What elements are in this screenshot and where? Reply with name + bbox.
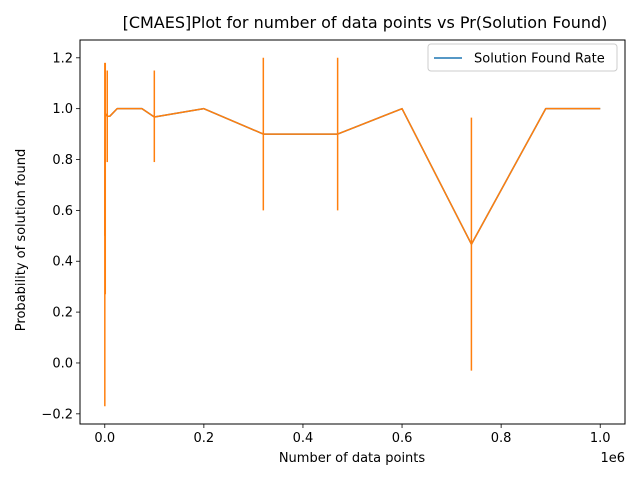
y-tick-label: 1.0 xyxy=(52,102,73,117)
x-tick-label: 0.2 xyxy=(194,431,215,446)
y-tick-label: −0.2 xyxy=(41,407,73,422)
y-axis-label: Probability of solution found xyxy=(14,149,29,331)
x-axis-offset-label: 1e6 xyxy=(600,451,625,466)
x-axis-label: Number of data points xyxy=(279,451,426,466)
x-tick-label: 1.0 xyxy=(590,431,611,446)
chart-title: [CMAES]Plot for number of data points vs… xyxy=(123,13,608,32)
y-tick-label: 0.0 xyxy=(52,356,73,371)
ticks-layer: 0.0 0.2 0.4 0.6 0.8 1.0 −0.2 0.0 0.2 0.4 0.6 0.8 1.0… xyxy=(41,51,610,446)
y-tick-label: 1.2 xyxy=(52,51,73,66)
y-tick-label: 0.6 xyxy=(52,204,73,219)
x-tick-label: 0.4 xyxy=(293,431,314,446)
plot-frame xyxy=(80,40,625,424)
x-tick-label: 0.8 xyxy=(491,431,512,446)
legend-label: Solution Found Rate xyxy=(474,52,605,67)
x-tick-label: 0.0 xyxy=(94,431,115,446)
legend: Solution Found Rate xyxy=(428,44,617,71)
y-tick-label: 0.4 xyxy=(52,255,73,270)
y-tick-label: 0.2 xyxy=(52,306,73,321)
series-line-2 xyxy=(105,109,600,245)
y-tick-label: 0.8 xyxy=(52,153,73,168)
x-tick-label: 0.6 xyxy=(392,431,413,446)
series-layer xyxy=(105,58,600,406)
